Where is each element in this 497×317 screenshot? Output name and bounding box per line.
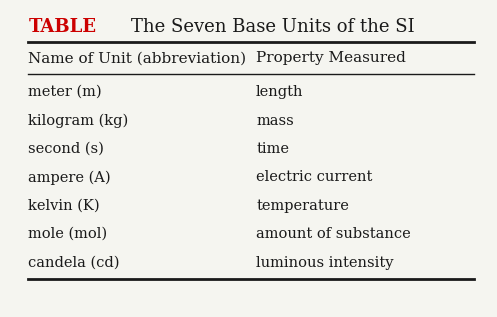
Text: The Seven Base Units of the SI: The Seven Base Units of the SI bbox=[108, 18, 415, 36]
Text: temperature: temperature bbox=[256, 199, 349, 213]
Text: electric current: electric current bbox=[256, 170, 372, 184]
Text: length: length bbox=[256, 85, 304, 99]
Text: TABLE: TABLE bbox=[28, 18, 96, 36]
Text: second (s): second (s) bbox=[28, 142, 104, 156]
Text: luminous intensity: luminous intensity bbox=[256, 256, 394, 269]
Text: Property Measured: Property Measured bbox=[256, 51, 406, 65]
Text: candela (cd): candela (cd) bbox=[28, 256, 120, 269]
Text: kelvin (K): kelvin (K) bbox=[28, 199, 100, 213]
Text: ampere (A): ampere (A) bbox=[28, 170, 111, 184]
Text: time: time bbox=[256, 142, 289, 156]
Text: meter (m): meter (m) bbox=[28, 85, 102, 99]
Text: amount of substance: amount of substance bbox=[256, 227, 411, 241]
Text: Name of Unit (abbreviation): Name of Unit (abbreviation) bbox=[28, 51, 247, 65]
Text: mole (mol): mole (mol) bbox=[28, 227, 107, 241]
Text: mass: mass bbox=[256, 113, 294, 127]
Text: kilogram (kg): kilogram (kg) bbox=[28, 113, 129, 128]
